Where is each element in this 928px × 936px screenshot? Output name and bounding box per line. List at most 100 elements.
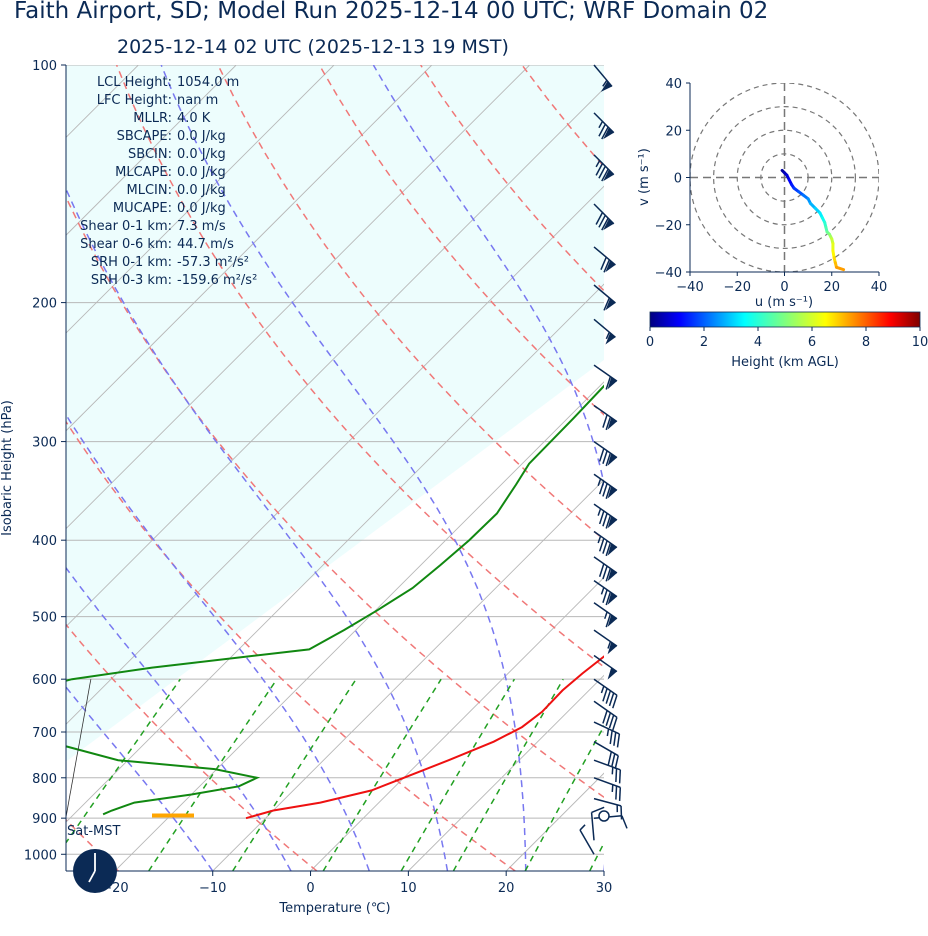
clock-hour-hand bbox=[88, 870, 96, 883]
wind-barb-staff bbox=[593, 112, 615, 134]
wind-barb-flag bbox=[605, 416, 612, 431]
wind-barb-flag bbox=[621, 815, 628, 829]
stat-label: SBCAPE: bbox=[117, 129, 172, 144]
isotherm-line bbox=[66, 87, 604, 628]
wind-barb bbox=[593, 154, 615, 182]
wind-barb-flag bbox=[605, 613, 612, 628]
wind-barb-staff bbox=[593, 440, 618, 459]
stat-value: -57.3 m²/s² bbox=[177, 255, 249, 270]
wind-barb-pennant bbox=[607, 377, 617, 390]
wind-barb-staff bbox=[590, 812, 595, 841]
stat-label: LCL Height: bbox=[97, 75, 172, 90]
mixing-ratio-line bbox=[524, 724, 604, 871]
wind-barb-staff bbox=[593, 246, 616, 266]
hodograph-x-tick-label: −20 bbox=[724, 280, 751, 295]
wind-barb-flag bbox=[595, 212, 604, 225]
colorbar-label: Height (km AGL) bbox=[731, 355, 839, 370]
stat-value: nan m bbox=[177, 93, 218, 108]
wind-barb bbox=[593, 741, 619, 770]
wind-barb-staff bbox=[593, 318, 616, 338]
wind-barb-half-flag bbox=[597, 535, 602, 544]
wind-barb bbox=[593, 112, 615, 140]
wind-barb-flag bbox=[601, 217, 609, 231]
y-tick-label: 900 bbox=[32, 812, 57, 827]
stat-label: LFC Height: bbox=[97, 93, 172, 108]
wind-barb-half-flag bbox=[600, 587, 605, 595]
wind-barb-flag bbox=[609, 730, 613, 745]
dry-adiabat bbox=[318, 65, 604, 416]
wind-barb-staff bbox=[593, 797, 622, 807]
wind-barb bbox=[593, 404, 618, 431]
stat-value: 0.0 J/kg bbox=[177, 183, 226, 198]
wind-barb-pennant bbox=[607, 667, 617, 680]
wind-barb-half-flag bbox=[600, 685, 605, 694]
wind-barb bbox=[593, 473, 618, 499]
y-tick-label: 100 bbox=[32, 59, 57, 74]
mixing-ratio-line bbox=[148, 678, 278, 871]
wind-barb-pennant bbox=[607, 642, 617, 655]
wind-barb-staff bbox=[593, 721, 620, 735]
x-tick-label: 10 bbox=[400, 881, 417, 896]
wind-barb-staff bbox=[579, 829, 595, 855]
wind-barb-flag bbox=[598, 538, 605, 552]
wind-barb bbox=[593, 777, 622, 801]
wind-barb-flag bbox=[603, 297, 611, 311]
wind-barb-half-flag bbox=[579, 824, 586, 831]
wind-barb-half-flag bbox=[607, 641, 612, 649]
wind-barb-pennant bbox=[603, 169, 614, 182]
wind-barb-flag bbox=[602, 450, 608, 464]
wind-barb-staff bbox=[593, 678, 618, 696]
wind-barb-flag bbox=[602, 483, 608, 497]
wind-barb-staff bbox=[593, 503, 618, 521]
wind-barb-staff bbox=[593, 530, 618, 549]
wind-barb-flag bbox=[616, 733, 621, 748]
wind-barb-pennant bbox=[603, 127, 614, 140]
y-tick-label: 700 bbox=[32, 726, 57, 741]
y-tick-label: 300 bbox=[32, 436, 57, 451]
dry-adiabat bbox=[623, 65, 928, 871]
y-tick-label: 500 bbox=[32, 611, 57, 626]
wind-barb bbox=[593, 654, 618, 680]
hodograph-y-label: v (m s⁻¹) bbox=[637, 148, 652, 206]
wind-barb-half-flag bbox=[597, 508, 602, 516]
wind-barb bbox=[593, 797, 623, 820]
stat-value: 44.7 m/s bbox=[177, 237, 234, 252]
wind-barb-flag bbox=[605, 542, 612, 557]
wind-barb-flag bbox=[605, 515, 612, 529]
wind-barb bbox=[593, 64, 613, 92]
wind-barb bbox=[593, 721, 621, 748]
wind-barb-flag bbox=[602, 710, 608, 724]
stat-value: 0.0 J/kg bbox=[177, 165, 226, 180]
isotherm-line bbox=[66, 65, 237, 236]
wind-barb-half-flag bbox=[606, 728, 610, 737]
wind-barb-flag bbox=[605, 712, 612, 726]
wind-barb-staff bbox=[593, 629, 618, 647]
stat-value: 1054.0 m bbox=[177, 75, 239, 90]
wind-barb-pennant bbox=[607, 453, 617, 466]
wind-barb-flag bbox=[598, 563, 605, 577]
wind-barb-flag bbox=[612, 717, 618, 731]
wind-barb-half-flag bbox=[605, 331, 611, 340]
wind-barb-flag bbox=[608, 714, 615, 729]
wind-barb bbox=[593, 364, 618, 390]
isotherm-line bbox=[66, 65, 433, 432]
wind-barb-pennant bbox=[605, 298, 616, 311]
wind-barb-flag bbox=[614, 755, 619, 770]
stat-label: MLCAPE: bbox=[115, 165, 172, 180]
wind-barb-staff bbox=[593, 154, 615, 176]
wind-barb-flag bbox=[598, 165, 606, 179]
dry-adiabat bbox=[66, 623, 318, 871]
x-axis-label: Temperature (℃) bbox=[278, 901, 390, 916]
chart-subtitle: 2025-12-14 02 UTC (2025-12-13 19 MST) bbox=[117, 36, 509, 58]
wind-barb-staff bbox=[593, 700, 618, 718]
wind-barb-half-flag bbox=[597, 478, 602, 487]
stat-label: MUCAPE: bbox=[113, 201, 172, 216]
wind-barb-half-flag bbox=[604, 611, 608, 620]
wind-barb-flag bbox=[591, 806, 605, 814]
stat-value: 4.0 K bbox=[177, 111, 211, 126]
wind-barb-flag bbox=[605, 485, 612, 499]
wind-barb-staff bbox=[593, 654, 618, 673]
wind-barb-flag bbox=[613, 732, 617, 746]
hodograph-y-tick-label: 0 bbox=[674, 172, 682, 187]
